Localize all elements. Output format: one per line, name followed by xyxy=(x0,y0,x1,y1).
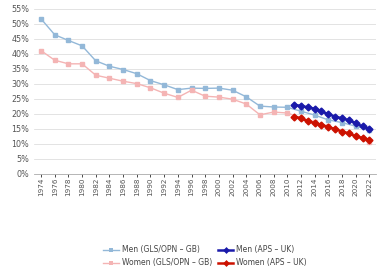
Legend: Men (GLS/OPN – GB), Women (GLS/OPN – GB), Men (APS – UK), Women (APS – UK): Men (GLS/OPN – GB), Women (GLS/OPN – GB)… xyxy=(100,242,310,267)
